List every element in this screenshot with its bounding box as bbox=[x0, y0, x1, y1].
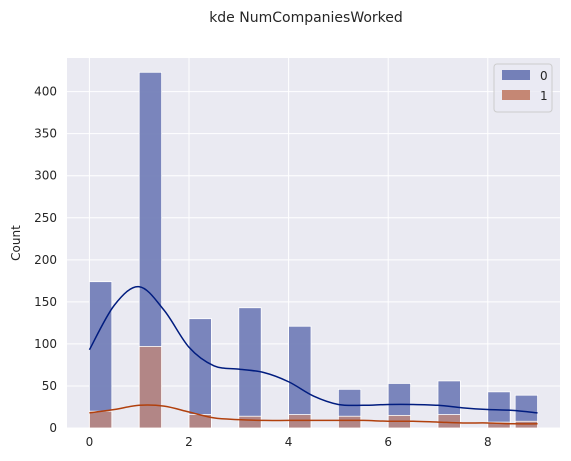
legend-label-1: 1 bbox=[540, 89, 548, 103]
series-0-bar bbox=[89, 281, 113, 429]
y-tick-label: 150 bbox=[34, 295, 57, 309]
y-tick-label: 300 bbox=[34, 169, 57, 183]
y-tick-label: 250 bbox=[34, 211, 57, 225]
y-tick-label: 0 bbox=[49, 421, 57, 435]
legend-label-0: 0 bbox=[540, 69, 548, 83]
series-1-bar bbox=[487, 421, 511, 429]
series-0-bar bbox=[288, 325, 312, 429]
chart-title: kde NumCompaniesWorked bbox=[209, 10, 403, 26]
x-axis: 0 2 4 6 8 bbox=[86, 435, 492, 449]
x-tick-label: 0 bbox=[86, 435, 94, 449]
y-axis-label: Count bbox=[9, 225, 23, 261]
legend-swatch-0 bbox=[502, 70, 530, 80]
series-0-kde-line bbox=[88, 285, 538, 414]
y-axis: 0 50 100 150 200 250 300 350 400 bbox=[34, 85, 57, 435]
series-1-bar bbox=[337, 415, 362, 429]
series-1-bar bbox=[288, 414, 312, 429]
legend: 0 1 bbox=[493, 63, 553, 113]
x-tick-label: 8 bbox=[484, 435, 492, 449]
legend-swatch-1 bbox=[502, 90, 530, 100]
y-tick-label: 400 bbox=[34, 85, 57, 99]
series-1-bar bbox=[238, 415, 262, 429]
series-0-bar bbox=[188, 318, 212, 429]
series-1-bar bbox=[138, 346, 163, 429]
series-1-bar bbox=[89, 410, 113, 429]
y-tick-label: 200 bbox=[34, 253, 57, 267]
y-tick-label: 100 bbox=[34, 337, 57, 351]
x-tick-label: 6 bbox=[384, 435, 392, 449]
x-tick-label: 4 bbox=[285, 435, 293, 449]
series-1-bars bbox=[89, 346, 538, 429]
series-1-bar bbox=[514, 420, 538, 429]
series-1-bar bbox=[437, 414, 461, 429]
y-tick-label: 50 bbox=[42, 379, 57, 393]
x-tick-label: 2 bbox=[185, 435, 193, 449]
series-0-bar bbox=[238, 307, 262, 429]
y-tick-label: 350 bbox=[34, 127, 57, 141]
series-1-kde-line bbox=[89, 404, 538, 425]
